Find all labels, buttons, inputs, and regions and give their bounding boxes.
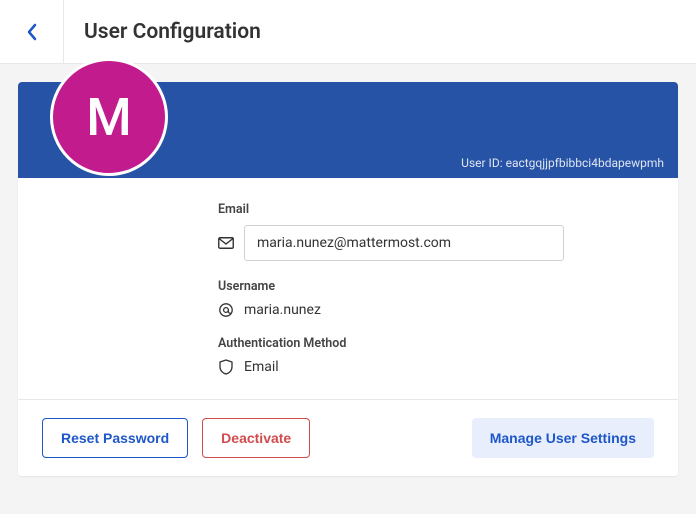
card-footer: Reset Password Deactivate Manage User Se… (18, 399, 678, 476)
card-body: Email Username (18, 178, 678, 399)
reset-password-button[interactable]: Reset Password (42, 418, 188, 458)
user-id-prefix: User ID: (461, 156, 505, 170)
avatar-initial: M (86, 87, 131, 148)
field-username: Username maria.nunez (218, 279, 646, 318)
page-title: User Configuration (84, 20, 261, 44)
avatar: M (50, 58, 168, 176)
card-hero: M User ID: eactgqjjpfbibbci4bdapewpmh (18, 82, 678, 178)
auth-method-label: Authentication Method (218, 336, 646, 351)
user-config-card: M User ID: eactgqjjpfbibbci4bdapewpmh Em… (18, 82, 678, 476)
deactivate-button[interactable]: Deactivate (202, 418, 310, 458)
shield-icon (218, 359, 234, 375)
manage-user-settings-button[interactable]: Manage User Settings (472, 418, 654, 458)
page-header: User Configuration (0, 0, 696, 64)
field-email: Email (218, 202, 646, 261)
user-id-value: eactgqjjpfbibbci4bdapewpmh (506, 156, 664, 170)
email-input[interactable] (244, 225, 564, 261)
email-label: Email (218, 202, 646, 217)
user-id-label: User ID: eactgqjjpfbibbci4bdapewpmh (461, 156, 664, 170)
auth-method-value: Email (244, 359, 279, 375)
username-value: maria.nunez (244, 302, 321, 318)
back-button[interactable] (0, 0, 64, 64)
chevron-left-icon (25, 22, 39, 42)
username-label: Username (218, 279, 646, 294)
at-icon (218, 302, 234, 318)
field-auth-method: Authentication Method Email (218, 336, 646, 375)
email-icon (218, 237, 234, 249)
